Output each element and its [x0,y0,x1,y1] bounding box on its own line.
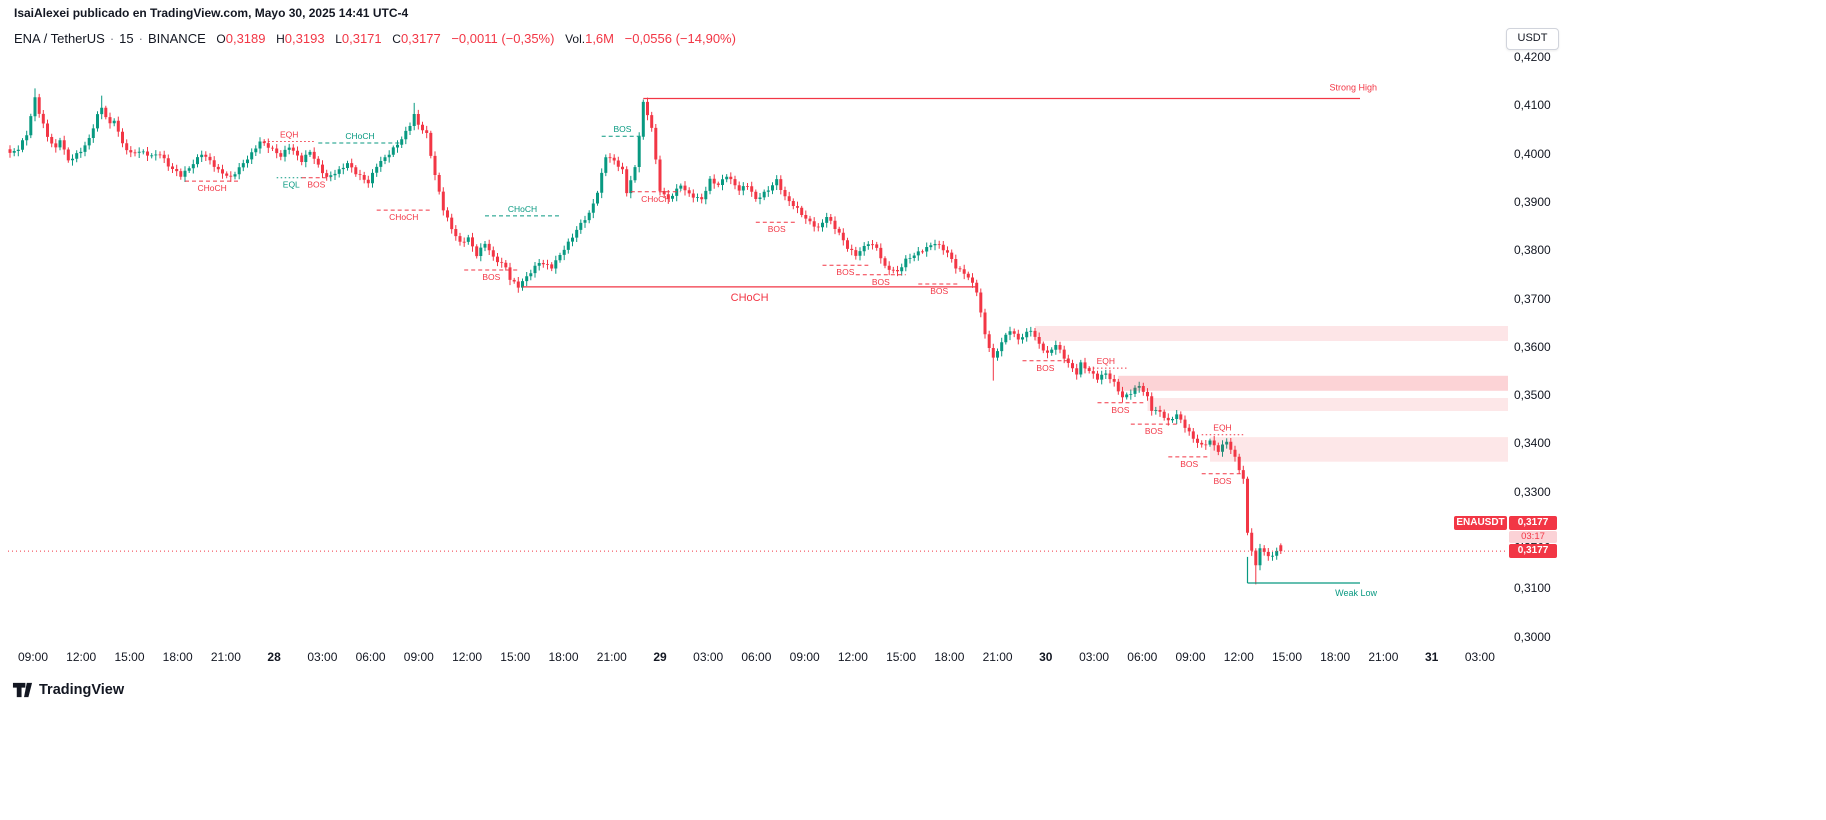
structure-level-label: CHoCH [389,212,418,222]
supply-zone [1210,437,1508,462]
time-tick: 06:00 [1127,650,1158,664]
high-label: H [276,32,285,46]
open-label: O [216,32,226,46]
close-value: 0,3177 [400,31,441,46]
price-tick: 0,3400 [1514,436,1551,451]
time-tick: 12:00 [1223,650,1254,664]
price-tick: 0,3800 [1514,243,1551,258]
structure-level-label: BOS [1145,426,1163,436]
structure-level-label: EQH [1213,423,1231,433]
low-label: L [335,32,342,46]
price-tick: 0,3000 [1514,629,1551,644]
time-tick: 09:00 [403,650,434,664]
time-tick: 09:00 [17,650,49,664]
price-tick: 0,4000 [1514,146,1551,161]
structure-level-label: CHoCH [641,194,670,204]
symbol-name[interactable]: ENA / TetherUS [14,31,105,46]
currency-toggle-button[interactable]: USDT [1506,28,1559,50]
time-tick: 21:00 [210,650,241,664]
price-tick: 0,3600 [1514,339,1551,354]
volume-change: −0,0556 (−14,90%) [624,31,736,46]
structure-level-label: EQH [1097,356,1115,366]
time-tick: 15:00 [886,650,917,664]
time-tick: 29 [653,650,667,664]
time-tick: 21:00 [982,650,1013,664]
time-tick: 18:00 [1320,650,1351,664]
time-tick: 12:00 [66,650,97,664]
structure-level-label: BOS [1036,363,1054,373]
time-tick: 18:00 [162,650,193,664]
time-tick: 09:00 [1175,650,1206,664]
structure-level-label: BOS [307,180,325,190]
structure-level-label: BOS [482,272,500,282]
time-tick: 03:00 [1079,650,1110,664]
structure-level-label: CHoCH [345,131,374,141]
structure-level-label: BOS [836,267,854,277]
volume-label: Vol. [565,32,586,46]
time-tick: 18:00 [934,650,965,664]
structure-level-label: BOS [1111,405,1129,415]
structure-level-label: CHoCH [508,204,537,214]
structure-level-label: EQL [283,180,300,190]
price-tick: 0,3300 [1514,484,1551,499]
supply-zone [1118,375,1508,391]
structure-level-label: BOS [872,277,890,287]
legend-separator: · [109,31,115,46]
strong-high-label: Strong High [1329,83,1377,93]
open-value: 0,3189 [225,31,266,46]
weak-low-label: Weak Low [1335,588,1377,598]
symbol-price-badge: ENAUSDT [1454,516,1507,530]
structure-level-label: BOS [930,286,948,296]
time-tick: 28 [267,650,281,664]
supply-zone [1035,326,1508,341]
price-tick: 0,3500 [1514,388,1551,403]
time-tick: 15:00 [114,650,145,664]
time-tick: 06:00 [355,650,386,664]
time-tick: 15:00 [500,650,531,664]
time-tick: 06:00 [741,650,772,664]
time-tick: 31 [1425,650,1439,664]
price-tick: 0,3100 [1514,581,1551,596]
choch-major-label: CHoCH [731,292,769,304]
supply-zone [1147,398,1508,411]
structure-level-label: BOS [1214,476,1232,486]
attribution-text: IsaiAlexei publicado en TradingView.com,… [14,6,409,20]
time-tick: 09:00 [789,650,820,664]
price-tick: 0,3700 [1514,291,1551,306]
time-tick: 21:00 [596,650,627,664]
structure-level-label: BOS [614,124,632,134]
time-tick: 12:00 [837,650,868,664]
tradingview-wordmark: TradingView [39,681,125,698]
time-tick: 30 [1039,650,1053,664]
tradingview-mark-icon [12,682,33,698]
chart-legend: ENA / TetherUS · 15 · BINANCE O0,3189 H0,319… [14,31,736,46]
time-tick: 03:00 [307,650,338,664]
structure-level-label: EQH [280,130,298,140]
time-tick: 03:00 [1464,650,1495,664]
close-label: C [392,32,401,46]
high-value: 0,3193 [284,31,325,46]
time-tick: 18:00 [548,650,579,664]
time-tick: 15:00 [1271,650,1303,664]
tradingview-logo[interactable]: TradingView [12,679,124,700]
last-price-badge: 0,3177 [1509,544,1557,558]
structure-level-label: BOS [1180,459,1198,469]
bar-countdown-badge: 03:17 [1509,531,1557,543]
time-tick: 03:00 [693,650,724,664]
time-tick: 21:00 [1368,650,1399,664]
last-price-badge-top: 0,3177 [1509,516,1557,530]
structure-level-label: CHoCH [197,183,226,193]
exchange-label[interactable]: BINANCE [147,31,206,46]
price-tick: 0,4200 [1514,50,1551,64]
change-value: −0,0011 (−0,35%) [451,31,555,46]
volume-value: 1,6M [585,31,614,46]
legend-separator: · [138,31,143,46]
price-tick: 0,4100 [1514,98,1551,113]
time-tick: 12:00 [452,650,483,664]
structure-level-label: BOS [768,224,786,234]
interval-label[interactable]: 15 [119,31,134,46]
low-value: 0,3171 [341,31,382,46]
price-tick: 0,3900 [1514,194,1551,209]
